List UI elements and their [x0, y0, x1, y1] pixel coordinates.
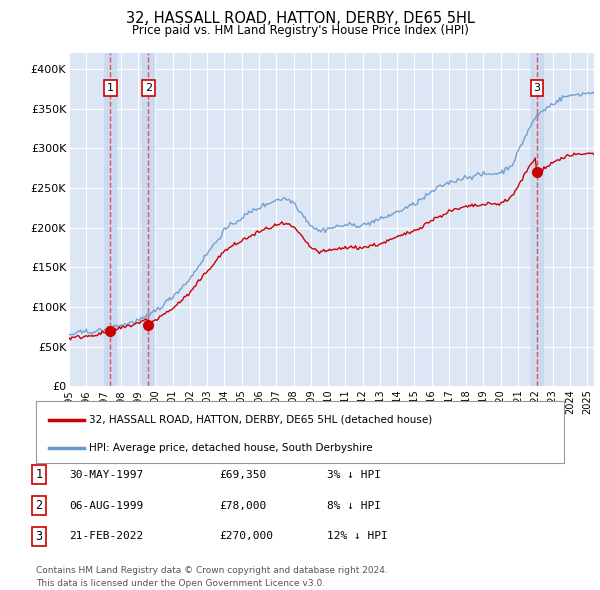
Text: 06-AUG-1999: 06-AUG-1999 — [69, 501, 143, 510]
Text: 3% ↓ HPI: 3% ↓ HPI — [327, 470, 381, 480]
Bar — [531, 53, 543, 386]
Text: 30-MAY-1997: 30-MAY-1997 — [69, 470, 143, 480]
Text: 1: 1 — [107, 83, 114, 93]
Text: 2: 2 — [145, 83, 152, 93]
Text: 2: 2 — [35, 499, 43, 512]
Text: HPI: Average price, detached house, South Derbyshire: HPI: Average price, detached house, Sout… — [89, 442, 373, 453]
Text: £69,350: £69,350 — [219, 470, 266, 480]
Text: 32, HASSALL ROAD, HATTON, DERBY, DE65 5HL: 32, HASSALL ROAD, HATTON, DERBY, DE65 5H… — [125, 11, 475, 27]
Text: 32, HASSALL ROAD, HATTON, DERBY, DE65 5HL (detached house): 32, HASSALL ROAD, HATTON, DERBY, DE65 5H… — [89, 415, 432, 425]
Text: £78,000: £78,000 — [219, 501, 266, 510]
Text: 3: 3 — [533, 83, 541, 93]
Text: Price paid vs. HM Land Registry's House Price Index (HPI): Price paid vs. HM Land Registry's House … — [131, 24, 469, 37]
Text: 8% ↓ HPI: 8% ↓ HPI — [327, 501, 381, 510]
Bar — [104, 53, 116, 386]
Text: 12% ↓ HPI: 12% ↓ HPI — [327, 532, 388, 541]
Text: 3: 3 — [35, 530, 43, 543]
Text: Contains HM Land Registry data © Crown copyright and database right 2024.
This d: Contains HM Land Registry data © Crown c… — [36, 566, 388, 588]
Text: 1: 1 — [35, 468, 43, 481]
Text: 21-FEB-2022: 21-FEB-2022 — [69, 532, 143, 541]
Text: £270,000: £270,000 — [219, 532, 273, 541]
Bar — [142, 53, 154, 386]
